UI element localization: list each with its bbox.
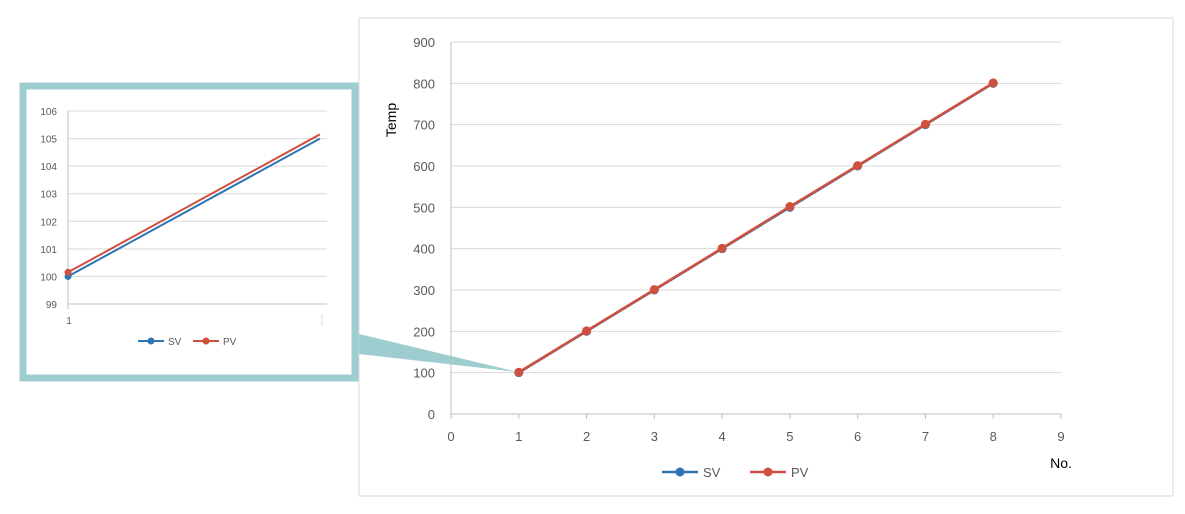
main-y-tick-label: 600 bbox=[413, 159, 435, 174]
inset-series bbox=[64, 133, 321, 280]
main-data-point-pv bbox=[785, 202, 795, 212]
main-y-tick-label: 200 bbox=[413, 324, 435, 339]
inset-series-line-sv bbox=[67, 137, 321, 278]
inset-y-tick-label: 105 bbox=[40, 135, 57, 146]
inset-y-tick-label: 106 bbox=[40, 107, 57, 118]
main-y-tick-label: 800 bbox=[413, 76, 435, 91]
inset-legend-label: PV bbox=[223, 337, 237, 348]
main-y-tick-label: 100 bbox=[413, 366, 435, 381]
main-y-tick-label: 500 bbox=[413, 200, 435, 215]
inset-y-tick-label: 99 bbox=[46, 300, 58, 311]
main-y-tick-label: 300 bbox=[413, 283, 435, 298]
main-data-point-pv bbox=[853, 161, 863, 171]
main-data-point-pv bbox=[920, 119, 930, 129]
main-data-point-pv bbox=[582, 326, 592, 336]
main-x-tick-label: 5 bbox=[786, 429, 793, 444]
inset-x-tick-labels: 1 bbox=[66, 316, 72, 327]
inset-y-tick-labels: 99 100 101 102 103 104 105 106 bbox=[40, 107, 57, 311]
inset-series-line-pv bbox=[67, 133, 321, 274]
main-x-tick-label: 6 bbox=[854, 429, 861, 444]
main-y-axis-label: Temp bbox=[383, 103, 399, 137]
main-data-point-pv bbox=[514, 367, 524, 377]
inset-legend-entry-sv: SV bbox=[138, 337, 182, 348]
inset-y-tick-label: 102 bbox=[40, 217, 57, 228]
main-x-tick-label: 2 bbox=[583, 429, 590, 444]
inset-x-tick-label: 1 bbox=[66, 316, 72, 327]
main-legend-entry-sv: SV bbox=[662, 465, 721, 480]
main-series-pv bbox=[514, 78, 998, 377]
inset-y-tick-label: 104 bbox=[40, 162, 57, 173]
main-x-tick-labels: 0 1 2 3 4 5 6 7 8 9 bbox=[447, 429, 1064, 444]
main-x-tick-label: 1 bbox=[515, 429, 522, 444]
inset-chart-frame bbox=[19, 82, 359, 382]
main-x-tick-label: 4 bbox=[718, 429, 725, 444]
inset-legend-marker bbox=[147, 337, 155, 345]
main-x-tick-label: 8 bbox=[990, 429, 997, 444]
main-chart-frame bbox=[358, 17, 1174, 497]
main-axes bbox=[450, 42, 1062, 419]
main-data-point-pv bbox=[717, 243, 727, 253]
inset-legend: SV PV bbox=[138, 337, 237, 348]
inset-series-pv bbox=[64, 133, 321, 276]
main-gridlines bbox=[451, 41, 1061, 374]
main-y-tick-label: 700 bbox=[413, 118, 435, 133]
main-y-tick-label: 400 bbox=[413, 242, 435, 257]
main-legend-label: PV bbox=[791, 465, 809, 480]
zoom-connector bbox=[359, 334, 518, 372]
main-y-tick-labels: 0 100 200 300 400 500 600 700 800 900 bbox=[413, 35, 435, 422]
main-legend-label: SV bbox=[703, 465, 721, 480]
inset-y-tick-label: 103 bbox=[40, 190, 57, 201]
main-x-tick-label: 0 bbox=[447, 429, 454, 444]
inset-legend-entry-pv: PV bbox=[193, 337, 237, 348]
main-y-tick-label: 900 bbox=[413, 35, 435, 50]
main-y-tick-label: 0 bbox=[428, 407, 435, 422]
main-x-axis-label: No. bbox=[1050, 455, 1072, 471]
inset-legend-label: SV bbox=[168, 337, 182, 348]
main-x-tick-label: 9 bbox=[1057, 429, 1064, 444]
main-data-point-pv bbox=[988, 78, 998, 88]
inset-y-tick-label: 101 bbox=[40, 245, 57, 256]
main-legend-marker bbox=[763, 467, 773, 477]
main-data-point-pv bbox=[649, 285, 659, 295]
main-legend: SV PV bbox=[662, 465, 809, 480]
main-x-tick-label: 7 bbox=[922, 429, 929, 444]
main-series-line-pv bbox=[518, 81, 994, 374]
inset-data-point-pv bbox=[64, 268, 72, 276]
main-series bbox=[514, 78, 998, 378]
inset-legend-marker bbox=[202, 337, 210, 345]
main-legend-marker bbox=[675, 467, 685, 477]
main-x-tick-label: 3 bbox=[651, 429, 658, 444]
main-legend-entry-pv: PV bbox=[750, 465, 809, 480]
inset-y-tick-label: 100 bbox=[40, 272, 57, 283]
